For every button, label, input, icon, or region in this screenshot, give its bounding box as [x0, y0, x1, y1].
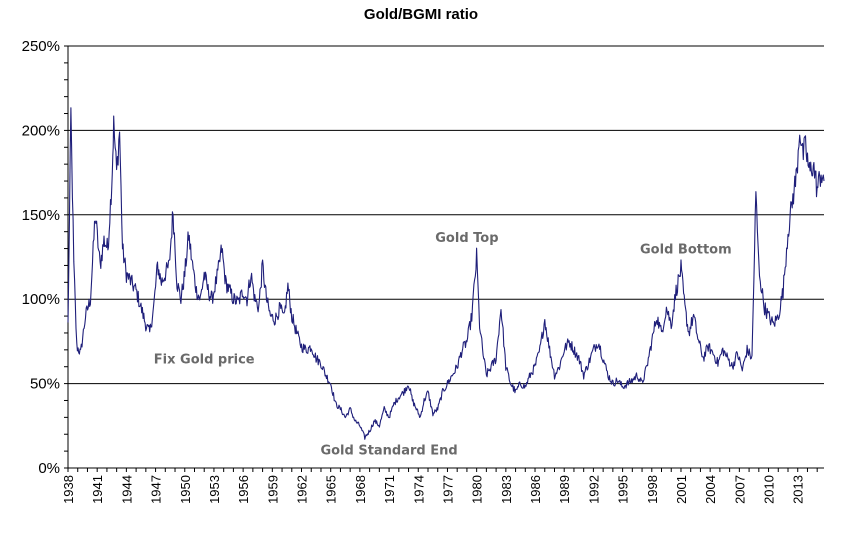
x-tick-label: 1992	[586, 475, 601, 504]
x-tick-label: 1995	[616, 475, 631, 504]
x-tick-label: 1989	[557, 475, 572, 504]
x-tick-label: 1983	[499, 475, 514, 504]
x-tick-label: 1947	[149, 475, 164, 504]
x-tick-label: 1959	[265, 475, 280, 504]
x-tick-label: 2013	[791, 475, 806, 504]
series-layer	[67, 107, 825, 440]
x-tick-label: 1938	[61, 475, 76, 504]
x-tick-labels: 1938 1941 1944 1947 1950 1953 1956 1959 1962 1965…	[61, 475, 806, 504]
x-tick-label: 2004	[703, 475, 718, 504]
gridlines	[68, 45, 824, 385]
x-tick-label: 2010	[762, 475, 777, 504]
y-tick-labels: 0% 50% 100% 150% 200% 250%	[22, 38, 60, 477]
x-tick-label: 1956	[236, 475, 251, 504]
annotation-label: Gold Bottom	[640, 243, 732, 258]
x-tick-label: 2007	[732, 475, 747, 504]
x-tick-label: 1977	[440, 475, 455, 504]
y-tick-label: 50%	[30, 376, 60, 393]
x-tick-label: 1968	[353, 475, 368, 504]
annotation-label: Gold Standard End	[320, 443, 457, 458]
y-tick-label: 200%	[22, 122, 60, 139]
x-tick-label: 1998	[645, 475, 660, 504]
annotation-label: Fix Gold price	[154, 352, 255, 367]
annotation-label: Gold Top	[435, 231, 498, 246]
x-tick-label: 2001	[674, 475, 689, 504]
x-tick-label: 1986	[528, 475, 543, 504]
x-tick-label: 1962	[295, 475, 310, 504]
x-tick-label: 1941	[90, 475, 105, 504]
x-tick-label: 1944	[119, 475, 134, 504]
y-tick-label: 0%	[38, 460, 60, 477]
x-tick-label: 1971	[382, 475, 397, 504]
y-tick-label: 100%	[22, 291, 60, 308]
y-tick-label: 250%	[22, 38, 60, 55]
x-tick-label: 1974	[411, 475, 426, 504]
axes	[64, 45, 824, 472]
chart-title: Gold/BGMI ratio	[363, 6, 479, 23]
x-tick-label: 1950	[178, 475, 193, 504]
y-tick-label: 150%	[22, 207, 60, 224]
x-tick-label: 1965	[324, 475, 339, 504]
x-tick-label: 1953	[207, 475, 222, 504]
annotations: Fix Gold price Gold Top Gold Bottom Gold St…	[154, 231, 732, 459]
x-tick-label: 1980	[470, 475, 485, 504]
series-line	[67, 107, 825, 440]
